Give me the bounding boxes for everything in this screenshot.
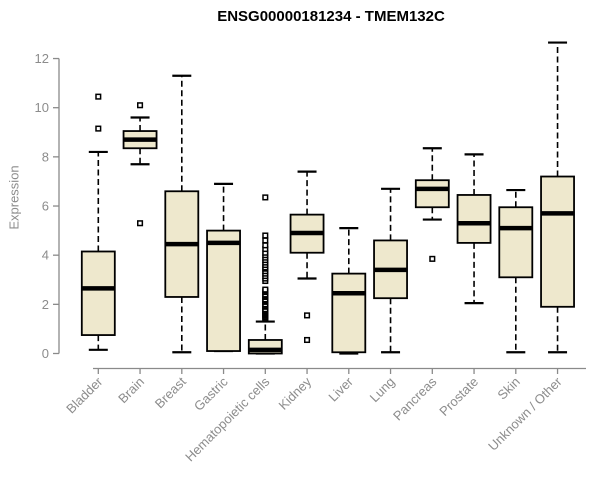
outlier-point [262,242,269,249]
outlier-point [304,336,311,344]
outlier-point [262,232,269,239]
x-category-label: Bladder [63,374,106,417]
x-category-label: Unknown / Other [485,374,565,454]
boxplot-hematopoietic-cells [247,194,283,355]
box-rect [331,272,367,354]
boxplot-unknown-other [540,41,575,354]
boxplot-skin [498,188,534,354]
boxplot-liver [331,227,367,355]
box-rect [414,179,450,209]
y-tick-label: 2 [42,297,49,312]
boxplot-kidney [289,170,325,344]
outlier-point [262,237,269,244]
x-category-label: Brain [115,374,147,406]
x-category-label: Pancreas [390,374,440,424]
y-tick-label: 6 [42,199,49,214]
outlier-point [137,220,144,227]
x-category-label: Gastric [191,374,231,414]
box-rect [206,229,241,352]
boxplot-lung [373,187,408,354]
box-rect [498,206,534,279]
box-rect [80,250,116,336]
boxplot-prostate [456,153,492,305]
chart-title: ENSG00000181234 - TMEM132C [217,8,445,25]
boxplot-breast [164,74,200,354]
box-rect [540,175,575,308]
outlier-point [262,194,269,201]
outlier-point [95,93,102,100]
y-tick-label: 8 [42,149,49,164]
boxplot-gastric [206,182,241,353]
x-category-label: Kidney [275,374,314,413]
outlier-point [137,102,144,109]
y-tick-label: 0 [42,346,49,361]
x-category-label: Liver [325,374,356,405]
outlier-point [304,312,311,319]
y-tick-label: 4 [42,248,49,263]
x-category-label: Prostate [436,374,481,419]
boxplot-bladder [80,93,116,351]
boxplot-brain [122,102,158,227]
x-category-label: Skin [494,374,522,402]
boxplot-pancreas [414,147,450,262]
y-tick-label: 10 [35,100,49,115]
x-category-label: Breast [152,374,189,411]
y-tick-label: 12 [35,51,49,66]
outlier-point [95,125,102,132]
box-rect [456,194,492,244]
outlier-point [262,286,269,293]
outlier-point [429,255,436,262]
x-category-label: Lung [367,374,398,405]
